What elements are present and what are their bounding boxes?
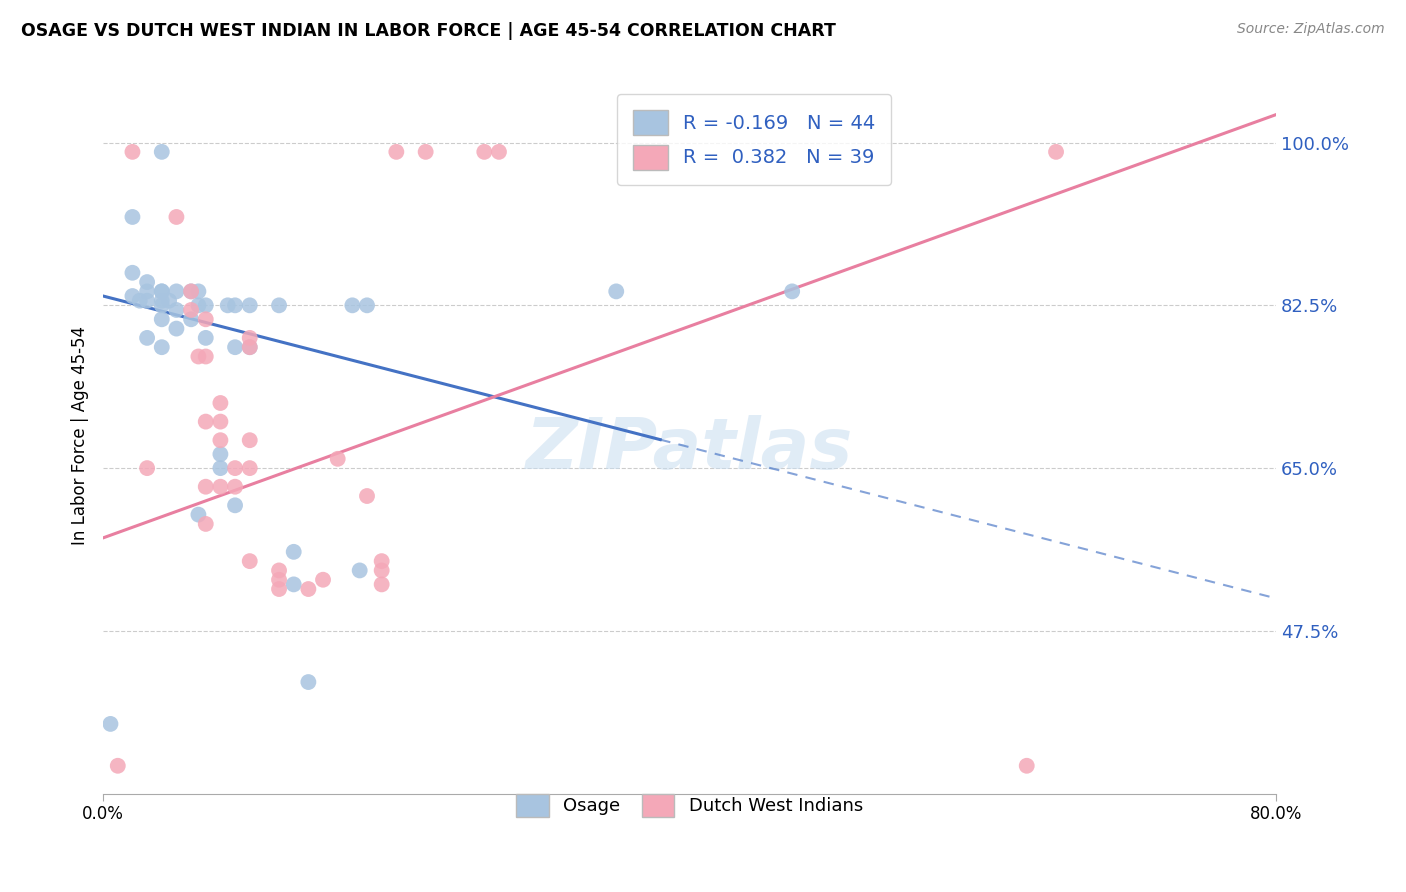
Point — [150, 298, 173, 312]
Point — [342, 298, 364, 312]
Point — [239, 554, 262, 568]
Point — [370, 563, 392, 577]
Point — [1045, 145, 1067, 159]
Point — [217, 298, 239, 312]
Point — [224, 461, 246, 475]
Point — [136, 285, 159, 299]
Point — [209, 480, 232, 494]
Point — [356, 298, 378, 312]
Point — [121, 145, 143, 159]
Point — [187, 350, 209, 364]
Point — [224, 340, 246, 354]
Point — [239, 434, 262, 448]
Point — [165, 303, 187, 318]
Point — [267, 298, 290, 312]
Point — [224, 480, 246, 494]
Point — [209, 415, 232, 429]
Point — [194, 312, 217, 326]
Point — [780, 285, 803, 299]
Text: ZIPatlas: ZIPatlas — [526, 416, 853, 484]
Point — [150, 145, 173, 159]
Point — [472, 145, 495, 159]
Point — [165, 210, 187, 224]
Point — [150, 340, 173, 354]
Point — [150, 312, 173, 326]
Point — [209, 447, 232, 461]
Point — [121, 266, 143, 280]
Point — [370, 577, 392, 591]
Y-axis label: In Labor Force | Age 45-54: In Labor Force | Age 45-54 — [72, 326, 89, 545]
Point — [415, 145, 437, 159]
Point — [1015, 758, 1038, 772]
Point — [224, 298, 246, 312]
Point — [194, 331, 217, 345]
Point — [107, 758, 129, 772]
Point — [121, 210, 143, 224]
Point — [370, 554, 392, 568]
Point — [150, 293, 173, 308]
Point — [267, 582, 290, 596]
Point — [349, 563, 371, 577]
Point — [194, 350, 217, 364]
Point — [194, 298, 217, 312]
Point — [239, 340, 262, 354]
Point — [297, 675, 319, 690]
Point — [187, 298, 209, 312]
Point — [239, 298, 262, 312]
Point — [136, 461, 159, 475]
Point — [356, 489, 378, 503]
Point — [157, 293, 180, 308]
Point — [194, 516, 217, 531]
Point — [180, 285, 202, 299]
Point — [180, 285, 202, 299]
Point — [488, 145, 510, 159]
Point — [187, 508, 209, 522]
Point — [267, 563, 290, 577]
Point — [385, 145, 408, 159]
Point — [187, 285, 209, 299]
Point — [297, 582, 319, 596]
Point — [100, 717, 122, 731]
Point — [209, 461, 232, 475]
Text: Source: ZipAtlas.com: Source: ZipAtlas.com — [1237, 22, 1385, 37]
Point — [239, 461, 262, 475]
Point — [180, 303, 202, 318]
Point — [283, 545, 305, 559]
Point — [136, 293, 159, 308]
Point — [165, 321, 187, 335]
Text: OSAGE VS DUTCH WEST INDIAN IN LABOR FORCE | AGE 45-54 CORRELATION CHART: OSAGE VS DUTCH WEST INDIAN IN LABOR FORC… — [21, 22, 837, 40]
Point — [165, 285, 187, 299]
Point — [605, 285, 627, 299]
Point — [239, 340, 262, 354]
Point — [209, 434, 232, 448]
Point — [239, 331, 262, 345]
Point — [224, 499, 246, 513]
Point — [128, 293, 150, 308]
Point — [150, 285, 173, 299]
Point — [121, 289, 143, 303]
Point — [136, 331, 159, 345]
Point — [194, 415, 217, 429]
Point — [326, 451, 349, 466]
Point — [267, 573, 290, 587]
Point — [312, 573, 335, 587]
Legend: Osage, Dutch West Indians: Osage, Dutch West Indians — [509, 787, 870, 824]
Point — [136, 275, 159, 289]
Point — [209, 396, 232, 410]
Point — [194, 480, 217, 494]
Point — [283, 577, 305, 591]
Point — [180, 312, 202, 326]
Point — [150, 285, 173, 299]
